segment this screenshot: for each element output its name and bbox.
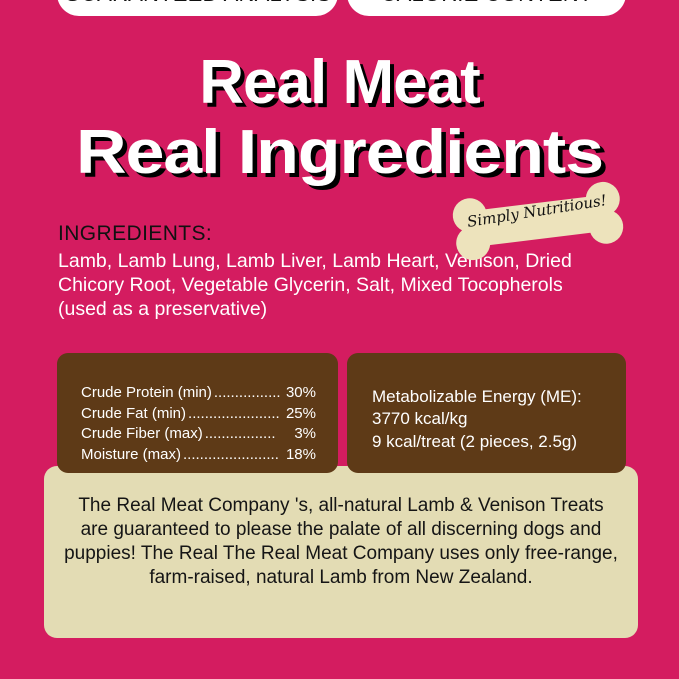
- analysis-row-label: Crude Fat (min): [81, 404, 187, 422]
- calorie-content-panel: [347, 353, 626, 473]
- analysis-row-value: 3%: [294, 425, 316, 443]
- analysis-row-leader: ................: [213, 384, 281, 401]
- description-card: [44, 466, 638, 638]
- analysis-row-leader: .......................: [183, 445, 279, 463]
- ingredients-label: INGREDIENTS:: [58, 222, 213, 245]
- analysis-row-value: 30%: [285, 384, 316, 401]
- calorie-line-per-kg: 3770 kcal/kg: [372, 409, 468, 429]
- description-text: The Real Meat Company 's, all-natural La…: [64, 495, 618, 589]
- analysis-row-leader: ......................: [188, 404, 280, 422]
- analysis-row-leader: .................: [204, 425, 276, 443]
- calorie-line-per-treat: 9 kcal/treat (2 pieces, 2.5g): [372, 431, 578, 451]
- analysis-row-label: Moisture (max): [81, 445, 182, 463]
- calorie-content-header: CALORIE CONTENT: [347, 0, 626, 16]
- headline-line-1: Real Meat: [199, 48, 480, 117]
- analysis-row: Crude Fat (min) ...................... 2…: [81, 404, 316, 425]
- analysis-row-label: Crude Fiber (max): [81, 425, 203, 443]
- analysis-row: Crude Protein (min) ................ 30%: [81, 383, 316, 404]
- analysis-row: Moisture (max) ....................... 1…: [81, 445, 316, 466]
- analysis-row: Crude Fiber (max) ................. 3%: [81, 424, 316, 445]
- calorie-content-lines: Metabolizable Energy (ME): 3770 kcal/kg …: [372, 386, 617, 453]
- guaranteed-analysis-panel: [57, 353, 338, 473]
- calorie-line-energy-label: Metabolizable Energy (ME):: [372, 387, 582, 406]
- bone-badge: Simply Nutritious!: [449, 178, 628, 264]
- headline-line-2: Real Ingredients: [75, 118, 604, 187]
- ingredients-list: Lamb, Lamb Lung, Lamb Liver, Lamb Heart,…: [58, 250, 572, 320]
- analysis-row-value: 25%: [285, 404, 316, 422]
- analysis-row-value: 18%: [285, 445, 316, 463]
- guaranteed-analysis-rows: Crude Protein (min) ................ 30%…: [81, 383, 316, 465]
- analysis-row-label: Crude Protein (min): [81, 384, 212, 401]
- guaranteed-analysis-header: GUARANTEED ANALYSIS: [57, 0, 338, 16]
